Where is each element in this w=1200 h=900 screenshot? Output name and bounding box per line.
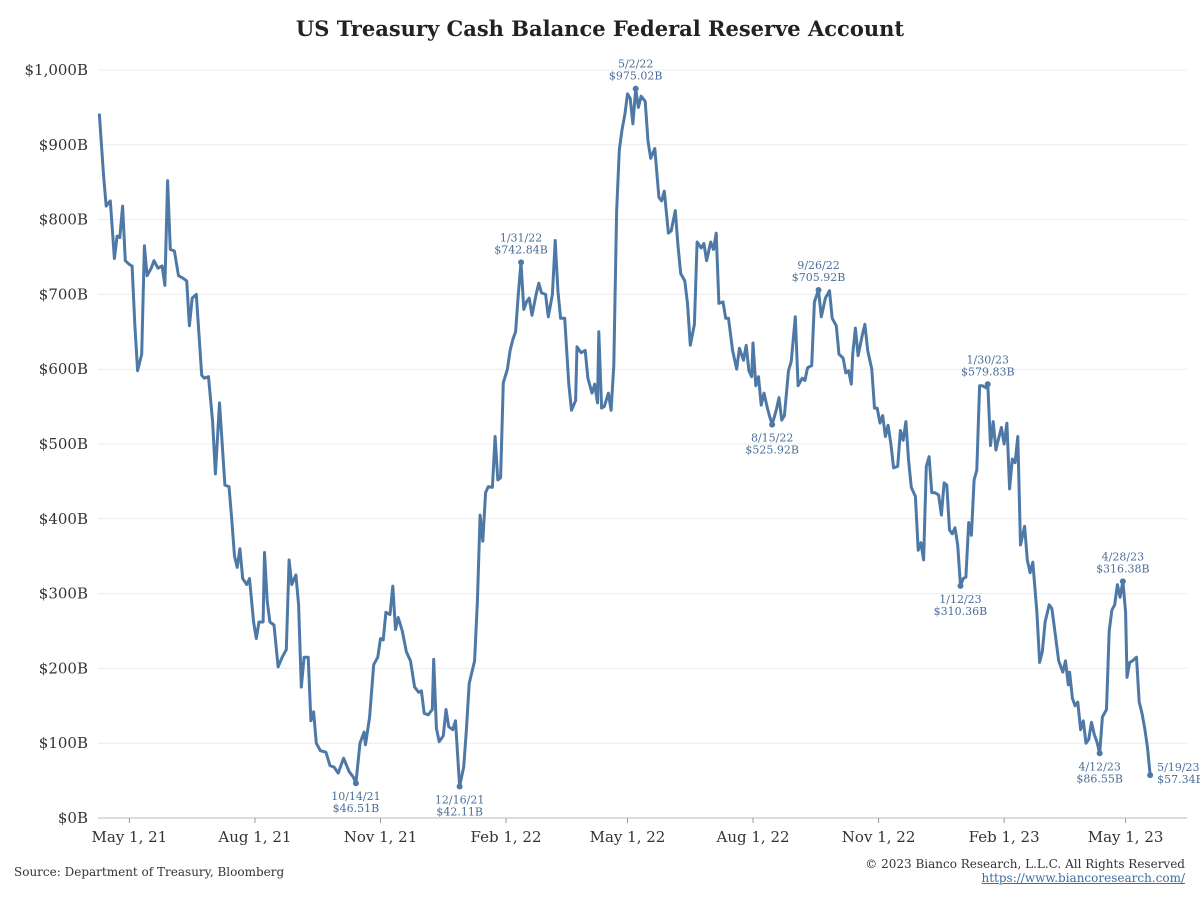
annotation-marker: [1147, 772, 1154, 779]
y-tick-label: $500B: [39, 435, 88, 453]
annotation-date-label: 5/2/22: [618, 58, 653, 71]
annotation-date-label: 4/12/23: [1078, 760, 1120, 773]
website-link[interactable]: https://www.biancoresearch.com/: [981, 871, 1185, 885]
x-tick-label: Aug 1, 22: [716, 828, 790, 846]
series-line-layer: [97, 87, 1152, 788]
x-tick-label: Nov 1, 21: [344, 828, 418, 846]
annotation-date-label: 9/26/22: [797, 259, 839, 272]
x-tick-label: Feb 1, 22: [471, 828, 542, 846]
y-tick-label: $700B: [39, 285, 88, 303]
y-tick-label: $0B: [58, 809, 88, 827]
annotation-value-label: $310.36B: [934, 605, 988, 618]
annotation-date-label: 1/31/22: [500, 231, 542, 244]
grid-lines: [98, 69, 1187, 819]
y-tick-label: $600B: [39, 360, 88, 378]
annotation-value-label: $57.34B: [1157, 773, 1200, 786]
x-tick-label: May 1, 23: [1088, 828, 1164, 846]
annotation-marker: [632, 85, 639, 92]
x-tick-label: Aug 1, 21: [217, 828, 291, 846]
annotation-date-label: 8/15/22: [751, 432, 793, 445]
annotation-value-label: $705.92B: [792, 271, 846, 284]
x-tick-label: May 1, 21: [92, 828, 168, 846]
y-tick-label: $100B: [39, 734, 88, 752]
annotation-value-label: $46.51B: [333, 802, 380, 815]
source-note: Source: Department of Treasury, Bloomber…: [14, 865, 285, 879]
annotation-date-label: 4/28/23: [1102, 550, 1144, 563]
annotation-value-label: $86.55B: [1076, 772, 1123, 785]
annotation-value-label: $42.11B: [436, 806, 483, 819]
annotation-value-label: $579.83B: [961, 365, 1015, 378]
annotation-date-label: 12/16/21: [435, 794, 484, 807]
chart-title: US Treasury Cash Balance Federal Reserve…: [295, 16, 905, 41]
annotation-date-label: 10/14/21: [331, 790, 380, 803]
annotation-value-label: $525.92B: [745, 444, 799, 457]
annotation-marker: [518, 259, 525, 266]
annotation-marker: [352, 780, 359, 787]
annotation-marker: [769, 421, 776, 428]
annotation-layer: 10/14/21$46.51B 12/16/21$42.11B 1/31/22$74…: [331, 58, 1200, 819]
annotation-marker: [1119, 578, 1126, 585]
y-tick-label: $300B: [39, 585, 88, 603]
y-tick-label: $900B: [39, 136, 88, 154]
annotation-value-label: $975.02B: [609, 70, 663, 83]
annotation-date-label: 1/30/23: [967, 353, 1009, 366]
annotation-marker: [984, 381, 991, 388]
x-axis: May 1, 21 Aug 1, 21 Nov 1, 21 Feb 1, 22 May …: [92, 817, 1187, 846]
series-line: [97, 87, 1152, 788]
annotation-value-label: $742.84B: [494, 243, 548, 256]
annotation-date-label: 5/19/23: [1157, 761, 1199, 774]
annotation-value-label: $316.38B: [1096, 562, 1150, 575]
y-tick-label: $800B: [39, 211, 88, 229]
x-tick-label: Feb 1, 23: [969, 828, 1040, 846]
annotation-marker: [1096, 750, 1103, 757]
x-tick-label: May 1, 22: [590, 828, 666, 846]
y-tick-label: $200B: [39, 659, 88, 677]
annotation-marker: [456, 783, 463, 790]
y-tick-label: $1,000B: [24, 61, 88, 79]
annotation-marker: [815, 286, 822, 293]
annotation-date-label: 1/12/23: [939, 593, 981, 606]
y-axis: $0B $100B $200B $300B $400B $500B $600B $700B $8…: [24, 61, 88, 827]
y-tick-label: $400B: [39, 510, 88, 528]
copyright-note: © 2023 Bianco Research, L.L.C. All Right…: [865, 857, 1185, 871]
x-tick-label: Nov 1, 22: [842, 828, 916, 846]
annotation-marker: [957, 582, 964, 589]
